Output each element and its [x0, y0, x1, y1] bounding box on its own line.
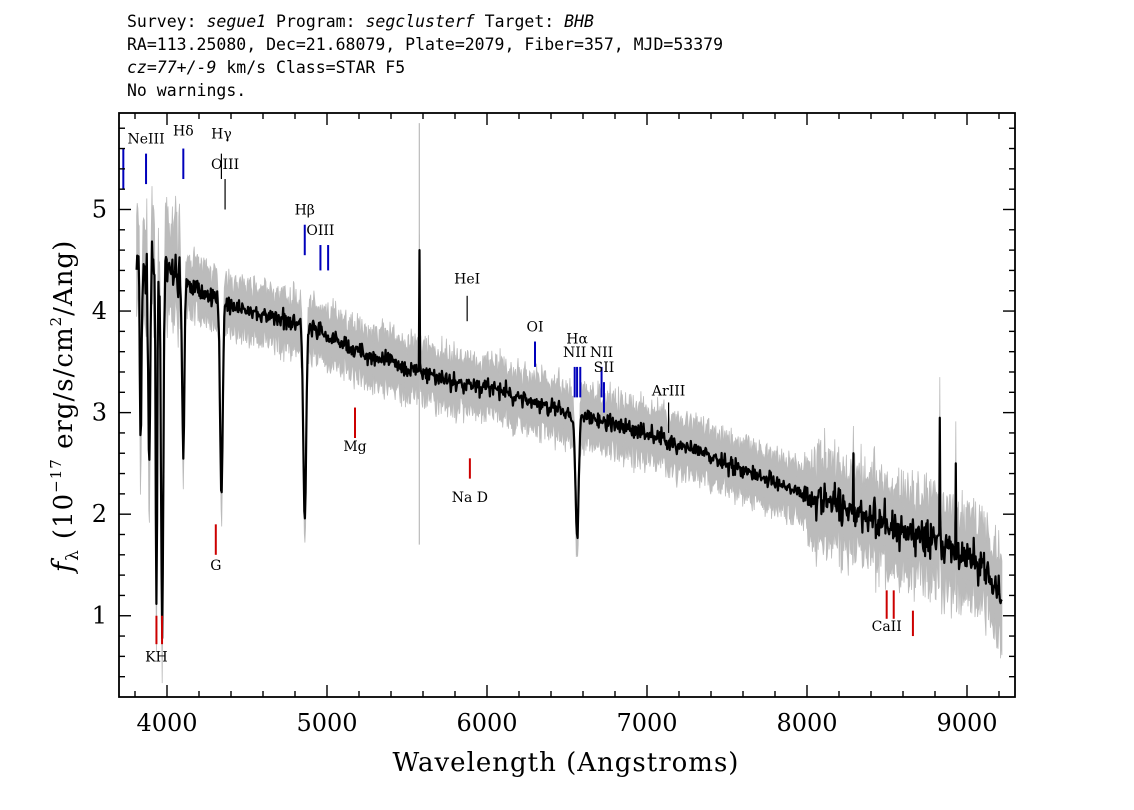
- line-label-2: Hδ: [173, 123, 194, 139]
- header-line-2: RA=113.25080, Dec=21.68079, Plate=2079, …: [127, 35, 724, 54]
- survey-value: segue1: [206, 12, 267, 31]
- y-tick-label-5: 5: [92, 195, 107, 223]
- header-line-4: No warnings.: [127, 81, 247, 100]
- line-label-4: OIII: [211, 157, 239, 173]
- x-axis-title: Wavelength (Angstroms): [393, 748, 740, 778]
- line-label-3: Hγ: [211, 126, 232, 142]
- spectrum-header: Survey: segue1 Program: segclusterf Targ…: [127, 10, 723, 102]
- y-axis-title-f: f: [46, 557, 79, 574]
- line-label-15: NII: [590, 345, 613, 361]
- y-axis-title: fλ (10−17 erg/s/cm2/Ang): [46, 240, 83, 574]
- cz-value: cz=77+/-9: [127, 58, 217, 77]
- x-tick-label-5000: 5000: [296, 709, 357, 737]
- y-tick-label-1: 1: [92, 602, 107, 630]
- axis-ticks: 4000 5000 6000 7000 8000 9000 1 2 3 4 5: [92, 113, 1015, 737]
- plot-axes: [118, 112, 1016, 698]
- line-label-8: Mg: [343, 439, 366, 455]
- x-tick-label-6000: 6000: [456, 709, 517, 737]
- error-band: [136, 123, 1003, 684]
- program-label: Program:: [276, 12, 356, 31]
- y-tick-label-4: 4: [92, 297, 107, 325]
- x-tick-label-4000: 4000: [136, 709, 197, 737]
- y-tick-label-2: 2: [92, 500, 107, 528]
- flux-series: [135, 240, 1003, 640]
- header-line-3: cz=77+/-9 km/s Class=STAR F5: [127, 56, 723, 79]
- program-value: segclusterf: [365, 12, 475, 31]
- line-label-18: CaII: [872, 619, 902, 635]
- line-label-9: HeI: [454, 272, 480, 288]
- error-band-shape: [136, 186, 1003, 684]
- y-axis-title-sub: λ: [63, 549, 83, 561]
- y-axis-title-post: /Ang): [49, 240, 79, 316]
- line-label-11: OI: [526, 319, 543, 335]
- y-axis-title-pre: (10: [49, 493, 79, 539]
- line-label-10: Na D: [452, 490, 488, 506]
- y-tick-label-3: 3: [92, 399, 107, 427]
- survey-label: Survey:: [127, 12, 197, 31]
- line-label-13: Hα: [566, 332, 588, 348]
- header-line-1: Survey: segue1 Program: segclusterf Targ…: [127, 10, 723, 33]
- line-label-22: KH: [145, 649, 168, 665]
- target-label: Target:: [484, 12, 555, 31]
- line-label-5: Hβ: [295, 203, 315, 219]
- line-label-12: NII: [563, 345, 586, 361]
- target-value: BHB: [564, 12, 594, 31]
- y-axis-title-mid: erg/s/cm: [49, 326, 79, 458]
- line-label-1: NeIII: [127, 131, 164, 147]
- x-tick-label-8000: 8000: [776, 709, 837, 737]
- axis-titles: Wavelength (Angstroms) fλ (10−17 erg/s/cm…: [46, 240, 740, 778]
- x-tick-label-7000: 7000: [616, 709, 677, 737]
- line-label-6: OIII: [306, 223, 334, 239]
- plot-frame: [118, 112, 1016, 698]
- y-axis-title-exp2: 2: [47, 316, 65, 327]
- flux-line: [135, 240, 1003, 640]
- line-label-16: SII: [594, 360, 615, 376]
- line-label-17: ArIII: [651, 383, 685, 399]
- x-tick-label-9000: 9000: [936, 709, 997, 737]
- line-label-21: G: [210, 558, 221, 574]
- y-axis-title-exp1: −17: [47, 458, 65, 493]
- class-info: km/s Class=STAR F5: [216, 58, 406, 77]
